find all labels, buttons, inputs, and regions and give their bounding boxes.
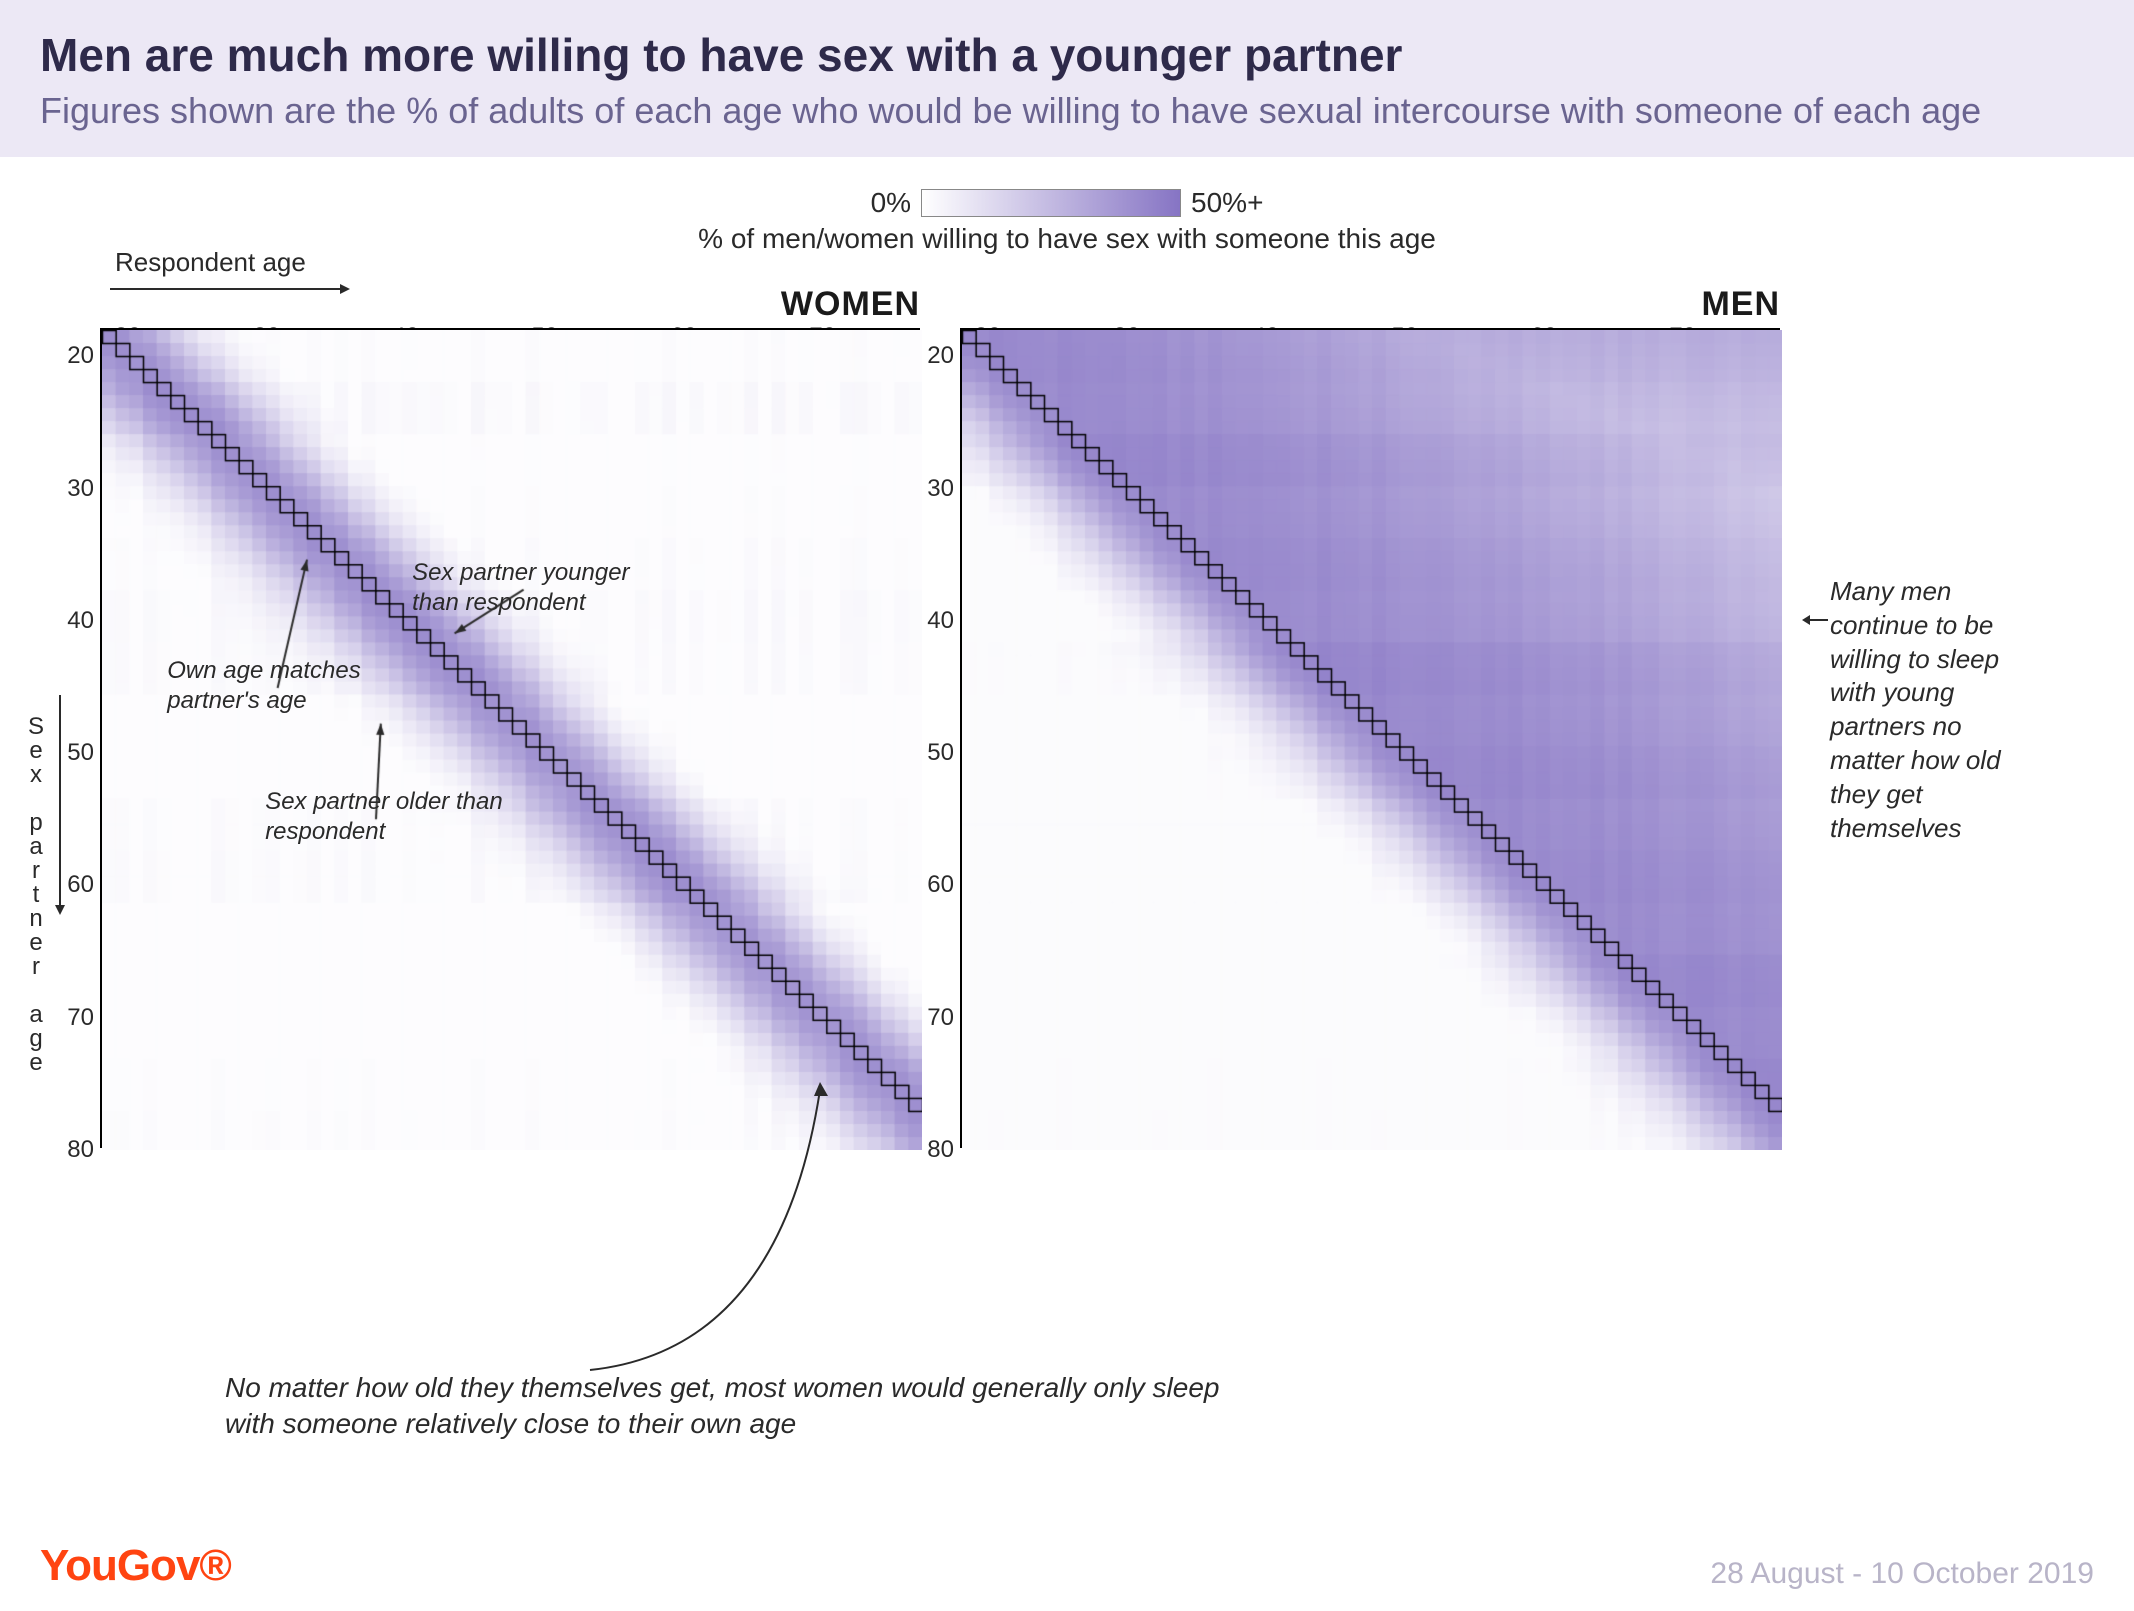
annotation: Sex partner younger than respondent — [412, 558, 672, 618]
y-axis-label: Sex partner age — [26, 715, 46, 1075]
y-tick: 80 — [914, 1136, 954, 1164]
y-tick: 40 — [914, 607, 954, 635]
y-tick: 50 — [914, 739, 954, 767]
chart-subtitle: Figures shown are the % of adults of eac… — [40, 88, 2094, 133]
y-tick: 30 — [54, 475, 94, 503]
curve-arrow-icon — [580, 1060, 900, 1380]
yougov-logo: YouGov® — [40, 1541, 231, 1591]
y-tick: 60 — [54, 871, 94, 899]
header-band: Men are much more willing to have sex wi… — [0, 0, 2134, 157]
panel-title-women: WOMEN — [100, 285, 920, 324]
y-tick: 20 — [54, 342, 94, 370]
bottom-annotation: No matter how old they themselves get, m… — [225, 1370, 1225, 1443]
legend: 0% 50%+ % of men/women willing to have s… — [0, 187, 2134, 255]
annotation: Own age matches partner's age — [167, 656, 427, 716]
charts-container: Respondent age Sex partner age WOMEN 203… — [0, 255, 2134, 1148]
panel-men: MEN 203040506070 20304050607080 — [960, 285, 1780, 1148]
legend-high: 50%+ — [1191, 187, 1263, 219]
annotation: Sex partner older than respondent — [265, 787, 525, 847]
x-axis-label: Respondent age — [115, 247, 306, 278]
y-tick: 70 — [914, 1004, 954, 1032]
y-tick: 60 — [914, 871, 954, 899]
heatmap-men: 20304050607080 — [960, 328, 1780, 1148]
panel-women: WOMEN 203040506070 20304050607080 Sex pa… — [100, 285, 920, 1148]
legend-caption: % of men/women willing to have sex with … — [0, 223, 2134, 255]
y-tick: 30 — [914, 475, 954, 503]
chart-title: Men are much more willing to have sex wi… — [40, 28, 2094, 82]
date-range: 28 August - 10 October 2019 — [1710, 1557, 2094, 1591]
arrow-left-icon — [1800, 605, 1830, 635]
y-tick: 70 — [54, 1004, 94, 1032]
heatmap-women: 20304050607080 Sex partner younger than … — [100, 328, 920, 1148]
legend-low: 0% — [871, 187, 911, 219]
y-tick: 50 — [54, 739, 94, 767]
y-tick: 40 — [54, 607, 94, 635]
footer: YouGov® 28 August - 10 October 2019 — [40, 1541, 2094, 1591]
y-tick: 20 — [914, 342, 954, 370]
side-annotation: Many men continue to be willing to sleep… — [1830, 575, 2030, 845]
y-tick: 80 — [54, 1136, 94, 1164]
gradient-bar — [921, 189, 1181, 217]
panel-title-men: MEN — [960, 285, 1780, 324]
